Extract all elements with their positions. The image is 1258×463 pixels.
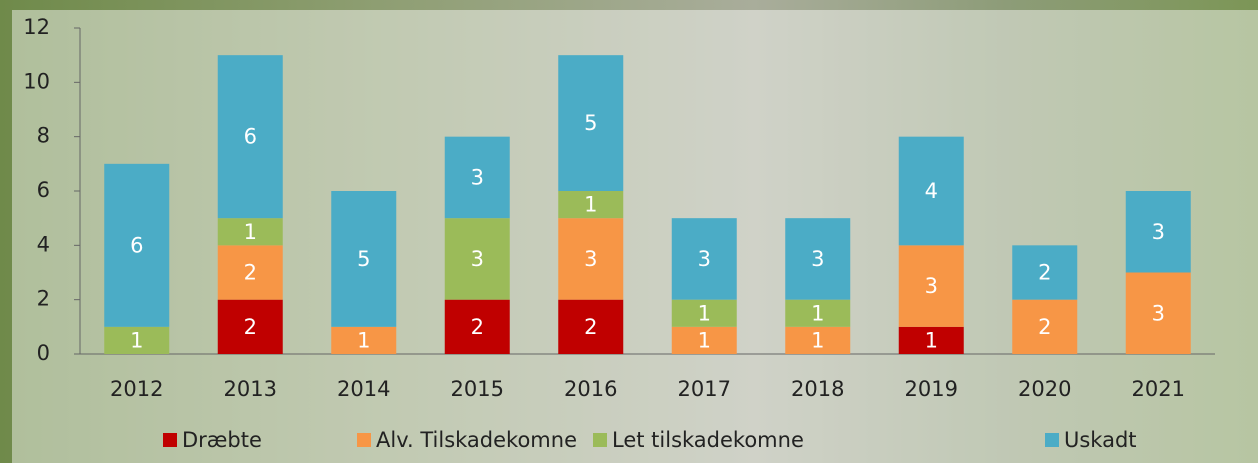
data-label: 1 [584,193,597,217]
x-tick-label: 2013 [224,377,277,401]
x-tick-label: 2017 [678,377,731,401]
x-tick-label: 2012 [110,377,163,401]
data-label: 2 [1038,315,1051,339]
y-tick-label: 6 [37,178,50,202]
data-label: 5 [584,111,597,135]
x-tick-label: 2020 [1018,377,1071,401]
data-label: 6 [244,125,257,149]
data-label: 1 [357,328,370,352]
x-tick-label: 2018 [791,377,844,401]
legend-label: Let tilskadekomne [612,428,804,452]
x-tick-label: 2021 [1132,377,1185,401]
data-label: 3 [584,247,597,271]
data-label: 3 [925,274,938,298]
chart: 0246810122012162013221620141520152332016… [0,0,1258,463]
y-tick-label: 8 [37,124,50,148]
legend-label: Uskadt [1064,428,1137,452]
data-label: 1 [698,328,711,352]
x-tick-label: 2019 [905,377,958,401]
data-label: 3 [471,165,484,189]
data-label: 1 [130,328,143,352]
legend-label: Alv. Tilskadekomne [376,428,577,452]
legend-swatch [593,433,607,447]
data-label: 3 [811,247,824,271]
data-label: 5 [357,247,370,271]
data-label: 3 [1152,220,1165,244]
x-tick-label: 2014 [337,377,390,401]
legend-swatch [357,433,371,447]
data-label: 3 [1152,301,1165,325]
data-label: 1 [811,328,824,352]
data-label: 1 [698,301,711,325]
y-tick-label: 4 [37,232,50,256]
data-label: 1 [925,328,938,352]
legend-swatch [1045,433,1059,447]
y-tick-label: 2 [37,287,50,311]
data-label: 4 [925,179,938,203]
data-label: 2 [244,315,257,339]
y-tick-label: 0 [37,341,50,365]
data-label: 2 [471,315,484,339]
data-label: 2 [244,261,257,285]
data-label: 2 [584,315,597,339]
data-label: 6 [130,233,143,257]
data-label: 3 [471,247,484,271]
y-tick-label: 12 [23,15,50,39]
legend-swatch [163,433,177,447]
x-tick-label: 2016 [564,377,617,401]
legend-label: Dræbte [182,428,262,452]
data-label: 1 [811,301,824,325]
x-tick-label: 2015 [451,377,504,401]
data-label: 2 [1038,261,1051,285]
data-label: 3 [698,247,711,271]
data-label: 1 [244,220,257,244]
y-tick-label: 10 [23,69,50,93]
